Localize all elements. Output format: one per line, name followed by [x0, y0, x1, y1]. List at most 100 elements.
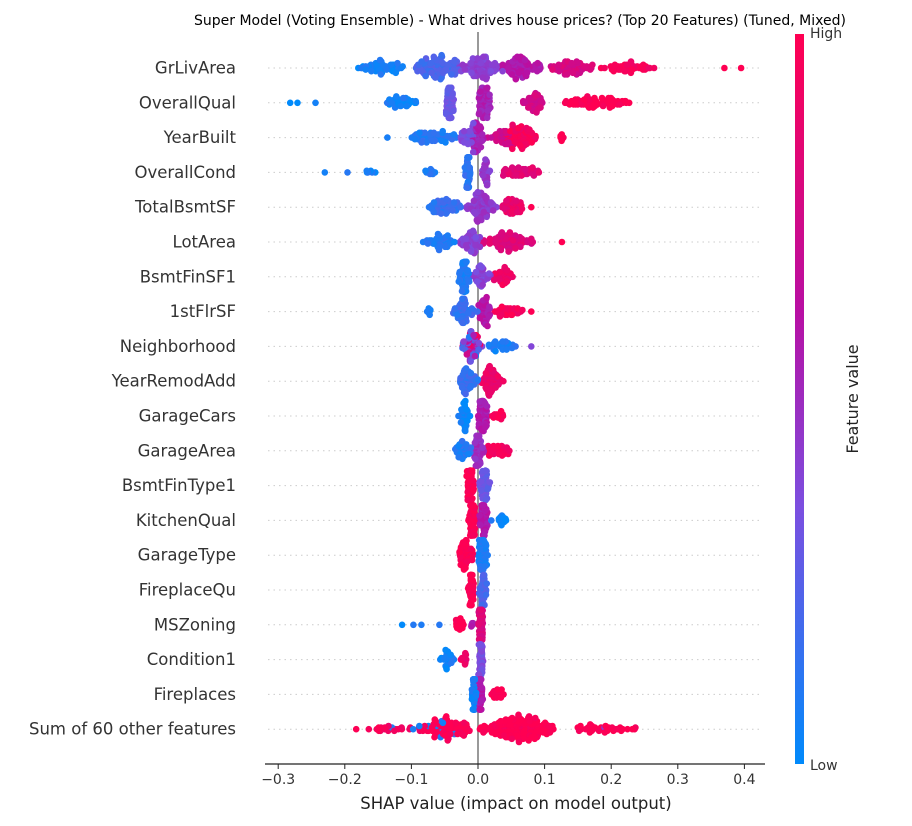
shap-point: [487, 199, 495, 206]
shap-point: [466, 127, 473, 135]
shap-point: [610, 67, 617, 75]
feature-label: Fireplaces: [154, 685, 236, 704]
shap-point: [602, 722, 609, 730]
shap-point: [447, 84, 454, 92]
shap-point: [497, 407, 505, 415]
shap-point: [472, 210, 479, 217]
shap-point: [426, 311, 434, 319]
shap-point: [479, 502, 487, 509]
shap-point: [437, 210, 445, 217]
shap-point: [438, 51, 445, 59]
shap-point: [518, 205, 526, 213]
shap-point: [428, 137, 436, 145]
shap-point: [577, 722, 584, 730]
shap-point: [474, 55, 481, 62]
shap-point: [434, 230, 442, 238]
shap-point: [500, 172, 507, 179]
shap-point: [459, 295, 466, 303]
shap-point: [506, 716, 514, 723]
shap-point: [418, 139, 425, 146]
shap-point: [499, 67, 506, 75]
shap-point: [467, 545, 475, 553]
shap-point: [500, 732, 508, 739]
shap-point: [368, 67, 375, 75]
shap-point: [398, 621, 406, 629]
shap-point: [484, 84, 491, 92]
shap-point: [440, 654, 448, 662]
shap-point: [482, 423, 489, 431]
feature-label: BsmtFinSF1: [140, 267, 236, 286]
shap-point: [468, 623, 475, 630]
shap-point: [475, 346, 482, 353]
shap-point: [403, 102, 411, 110]
shap-point: [508, 344, 516, 352]
shap-point: [493, 137, 500, 145]
shap-point: [461, 66, 469, 73]
feature-label: OverallQual: [139, 93, 236, 112]
shap-point: [469, 577, 477, 584]
shap-point: [509, 121, 516, 129]
shap-point: [537, 104, 544, 111]
shap-point: [558, 131, 566, 138]
shap-point: [492, 730, 499, 738]
shap-point: [481, 192, 489, 200]
shap-point: [512, 75, 520, 83]
shap-point: [523, 69, 531, 77]
shap-point: [472, 455, 479, 463]
shap-point: [467, 571, 474, 579]
shap-point: [427, 59, 435, 67]
shap-point: [457, 203, 464, 211]
shap-point: [383, 66, 390, 73]
shap-point: [503, 346, 510, 353]
shap-point: [391, 727, 398, 735]
colorbar-low-label: Low: [810, 758, 838, 774]
colorbar: [795, 34, 804, 764]
shap-point: [423, 139, 430, 146]
shap-point: [624, 725, 631, 733]
shap-point: [468, 601, 475, 609]
shap-point: [521, 56, 529, 64]
feature-label: LotArea: [173, 233, 236, 252]
shap-point: [610, 97, 618, 105]
shap-point: [479, 172, 487, 179]
shap-point: [439, 127, 447, 135]
shap-point: [431, 716, 439, 723]
shap-point: [498, 303, 506, 311]
shap-point: [443, 195, 450, 203]
colorbar-title: Feature value: [843, 344, 862, 453]
x-axis-label: SHAP value (impact on model output): [360, 794, 671, 813]
feature-label: OverallCond: [134, 163, 236, 182]
shap-point: [470, 119, 477, 127]
shap-point: [344, 169, 351, 176]
shap-point: [501, 205, 508, 213]
shap-point: [568, 59, 576, 67]
shap-point: [456, 626, 464, 633]
shap-point: [492, 131, 500, 138]
shap-point: [505, 248, 512, 255]
shap-point: [528, 139, 536, 146]
shap-point: [589, 61, 596, 69]
shap-point: [456, 268, 464, 276]
shap-point: [549, 66, 556, 73]
feature-label: GarageArea: [138, 441, 236, 460]
shap-point: [464, 496, 472, 504]
shap-point: [483, 293, 490, 301]
shap-point: [470, 487, 477, 494]
shap-point: [461, 164, 469, 171]
shap-point: [529, 164, 536, 171]
shap-point: [513, 197, 520, 205]
shap-point: [363, 167, 371, 175]
shap-point: [476, 314, 484, 322]
shap-point: [586, 729, 594, 736]
shap-point: [462, 241, 470, 249]
shap-point: [460, 566, 468, 573]
shap-point: [444, 232, 452, 239]
shap-point: [525, 713, 533, 720]
shap-point: [463, 351, 471, 358]
shap-point: [416, 129, 423, 137]
shap-point: [497, 717, 504, 725]
shap-point: [469, 148, 477, 156]
shap-point: [546, 729, 554, 736]
shap-point: [509, 237, 517, 244]
shap-point: [457, 419, 465, 426]
